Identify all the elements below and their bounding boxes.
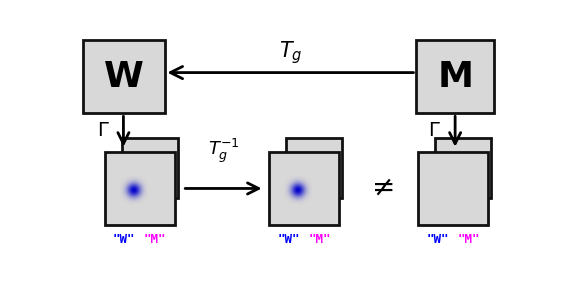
Bar: [83, 40, 165, 113]
Bar: [416, 40, 494, 113]
Text: M: M: [437, 60, 473, 94]
Text: W: W: [104, 60, 144, 94]
Text: "M": "M": [308, 233, 331, 246]
Bar: [286, 138, 342, 198]
Bar: [105, 152, 174, 225]
Text: $T_g$: $T_g$: [279, 39, 302, 66]
Bar: [122, 138, 178, 198]
Text: $\Gamma$: $\Gamma$: [428, 122, 441, 141]
Text: $\neq$: $\neq$: [366, 175, 394, 202]
Text: "W": "W": [426, 233, 448, 246]
Text: "W": "W": [277, 233, 300, 246]
Bar: [269, 152, 339, 225]
Bar: [418, 152, 488, 225]
Text: "M": "M": [144, 233, 166, 246]
Bar: [435, 138, 491, 198]
Text: $T_g^{-1}$: $T_g^{-1}$: [208, 137, 239, 165]
Text: "W": "W": [113, 233, 136, 246]
Text: "M": "M": [457, 233, 480, 246]
Text: $\Gamma$: $\Gamma$: [97, 122, 109, 141]
